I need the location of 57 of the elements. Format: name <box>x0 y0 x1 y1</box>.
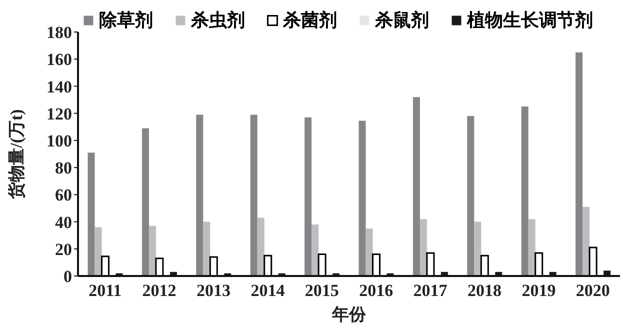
bar <box>521 106 528 276</box>
y-tick-label: 180 <box>46 23 72 42</box>
bar <box>257 218 264 276</box>
x-tick-label: 2018 <box>468 281 502 300</box>
legend-label: 杀鼠剂 <box>375 9 429 32</box>
bar <box>148 226 156 276</box>
x-tick-label: 2019 <box>522 281 556 300</box>
legend-label: 植物生长调节剂 <box>467 9 593 32</box>
bar <box>203 222 210 276</box>
y-tick-label: 140 <box>46 77 72 96</box>
bar <box>480 254 489 276</box>
bar <box>318 254 326 276</box>
y-axis-title: 货物量/(万t) <box>7 109 26 200</box>
bar <box>474 222 482 276</box>
x-tick-label: 2013 <box>196 281 230 300</box>
x-tick-label: 2016 <box>359 281 394 300</box>
bar <box>209 256 218 276</box>
y-tick-label: 0 <box>64 267 72 286</box>
x-tick-label: 2014 <box>250 281 286 300</box>
bar <box>196 114 204 276</box>
bar <box>588 246 598 276</box>
x-axis-title: 年份 <box>331 305 367 324</box>
bar <box>528 219 536 276</box>
bar <box>576 52 583 276</box>
bar <box>155 258 164 276</box>
y-tick-label: 20 <box>55 240 72 259</box>
bar <box>582 206 590 276</box>
bar <box>142 128 149 276</box>
bar <box>534 252 544 276</box>
y-tick-label: 120 <box>46 104 72 124</box>
y-tick-label: 40 <box>55 212 72 232</box>
bar <box>88 152 95 276</box>
bar <box>366 228 373 276</box>
legend-label: 杀虫剂 <box>191 9 245 32</box>
bar <box>420 219 427 276</box>
y-tick-label: 100 <box>46 131 72 150</box>
bar <box>94 227 102 276</box>
x-tick-label: 2017 <box>413 281 448 300</box>
bar <box>304 117 312 276</box>
bar <box>412 97 420 276</box>
y-tick-label: 60 <box>55 186 72 205</box>
x-tick-label: 2011 <box>88 281 122 300</box>
bar <box>467 116 474 276</box>
bar <box>426 252 435 276</box>
bar <box>264 254 272 276</box>
x-tick-label: 2012 <box>142 281 176 300</box>
bar <box>372 254 381 276</box>
legend-label: 杀菌剂 <box>283 9 337 32</box>
bar <box>250 114 258 276</box>
x-tick-label: 2020 <box>576 281 610 300</box>
legend-label: 除草剂 <box>99 9 153 32</box>
y-tick-label: 160 <box>46 50 72 70</box>
bar <box>101 256 110 276</box>
y-tick-label: 80 <box>55 158 72 178</box>
x-tick-label: 2015 <box>304 281 339 300</box>
bar <box>312 224 319 276</box>
bar <box>358 120 366 276</box>
